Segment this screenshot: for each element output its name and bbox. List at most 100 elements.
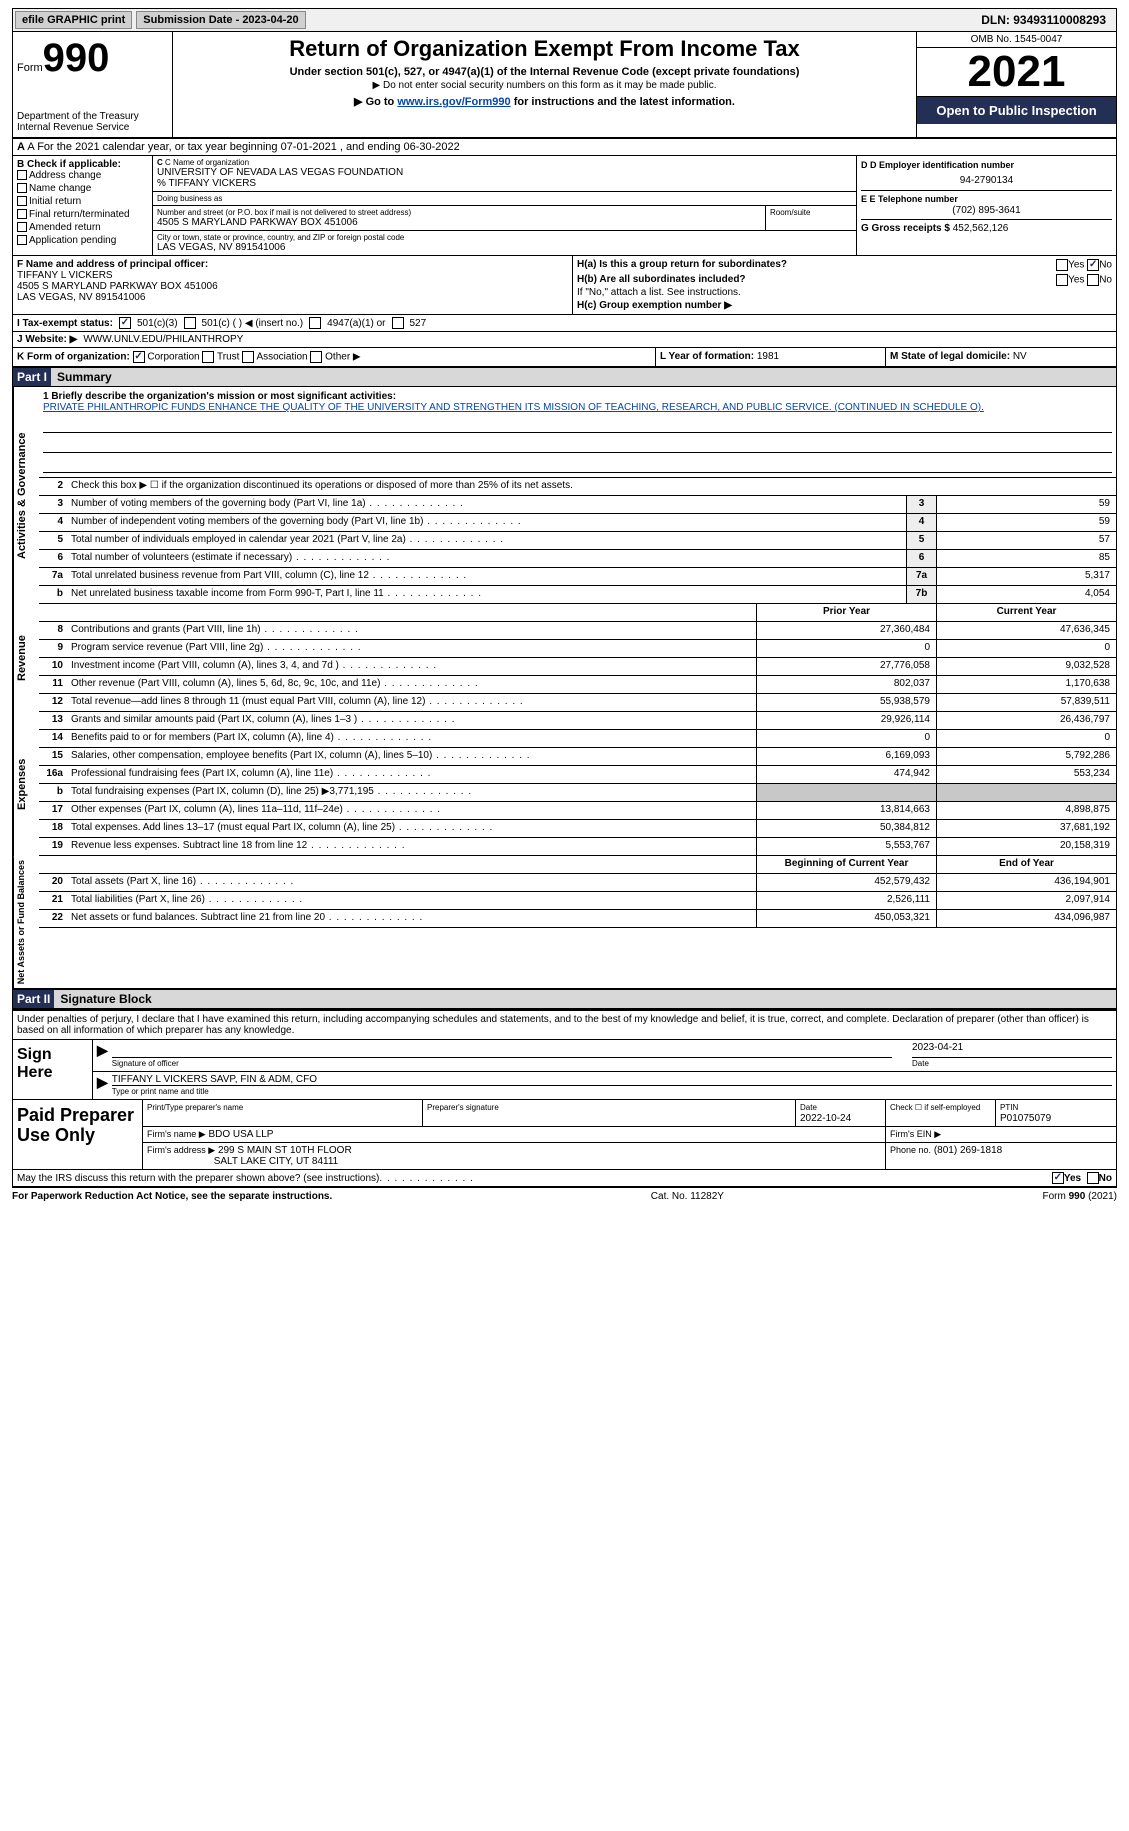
block-b-c-d: B Check if applicable: Address change Na… (12, 156, 1117, 256)
row-k-l-m: K Form of organization: Corporation Trus… (12, 348, 1117, 368)
ha-no[interactable] (1087, 259, 1099, 271)
care-of: % TIFFANY VICKERS (157, 178, 256, 189)
ssn-note: ▶ Do not enter social security numbers o… (179, 80, 910, 91)
summary-revenue: Revenue Prior Year Current Year 8Contrib… (12, 604, 1117, 712)
efile-print-button[interactable]: efile GRAPHIC print (15, 11, 132, 29)
website-note: ▶ Go to www.irs.gov/Form990 for instruct… (179, 95, 910, 108)
ha-yes[interactable] (1056, 259, 1068, 271)
mission-text: PRIVATE PHILANTHROPIC FUNDS ENHANCE THE … (43, 402, 984, 413)
summary-line: 19Revenue less expenses. Subtract line 1… (39, 838, 1116, 856)
preparer-block: Paid Preparer Use Only Print/Type prepar… (12, 1100, 1117, 1170)
chk-address-change[interactable]: Address change (17, 170, 148, 181)
city-value: LAS VEGAS, NV 891541006 (157, 242, 285, 253)
block-f-h: F Name and address of principal officer:… (12, 256, 1117, 315)
chk-initial-return[interactable]: Initial return (17, 196, 148, 207)
summary-activities: Activities & Governance 1 Briefly descri… (12, 387, 1117, 604)
summary-line: bNet unrelated business taxable income f… (39, 586, 1116, 604)
street-value: 4505 S MARYLAND PARKWAY BOX 451006 (157, 217, 358, 228)
row-a-calendar: A A For the 2021 calendar year, or tax y… (12, 139, 1117, 156)
chk-application-pending[interactable]: Application pending (17, 235, 148, 246)
summary-line: 4Number of independent voting members of… (39, 514, 1116, 532)
chk-4947[interactable] (309, 317, 321, 329)
tab-activities: Activities & Governance (13, 387, 39, 604)
summary-line: 17Other expenses (Part IX, column (A), l… (39, 802, 1116, 820)
officer-addr1: 4505 S MARYLAND PARKWAY BOX 451006 (17, 281, 218, 292)
firm-ein-label: Firm's EIN ▶ (890, 1129, 941, 1139)
tel-value: (702) 895-3641 (861, 205, 1112, 216)
org-name: UNIVERSITY OF NEVADA LAS VEGAS FOUNDATIO… (157, 167, 403, 178)
ein-value: 94-2790134 (861, 175, 1112, 186)
declaration-text: Under penalties of perjury, I declare th… (13, 1011, 1116, 1040)
summary-line: 9Program service revenue (Part VIII, lin… (39, 640, 1116, 658)
chk-501c[interactable] (184, 317, 196, 329)
summary-line: 13Grants and similar amounts paid (Part … (39, 712, 1116, 730)
sig-officer-label: Signature of officer (112, 1059, 179, 1068)
prep-date: 2022-10-24 (800, 1113, 851, 1124)
open-inspection: Open to Public Inspection (917, 97, 1116, 124)
chk-527[interactable] (392, 317, 404, 329)
summary-line: 8Contributions and grants (Part VIII, li… (39, 622, 1116, 640)
omb-number: OMB No. 1545-0047 (917, 32, 1116, 48)
dba-label: Doing business as (157, 194, 852, 203)
firm-phone: (801) 269-1818 (934, 1145, 1002, 1156)
footer-mid: Cat. No. 11282Y (651, 1191, 724, 1202)
summary-expenses: Expenses 13Grants and similar amounts pa… (12, 712, 1117, 856)
form-header: Form990 Department of the Treasury Inter… (12, 32, 1117, 139)
chk-association[interactable] (242, 351, 254, 363)
dept-label: Department of the Treasury Internal Reve… (17, 111, 168, 133)
arrow-icon: ▶ (97, 1042, 108, 1069)
type-name-label: Type or print name and title (112, 1087, 209, 1096)
summary-line: 2Check this box ▶ ☐ if the organization … (39, 478, 1116, 496)
chk-other[interactable] (310, 351, 322, 363)
tax-year: 2021 (917, 48, 1116, 97)
discuss-no[interactable] (1087, 1172, 1099, 1184)
preparer-label: Paid Preparer Use Only (13, 1100, 143, 1169)
hb-note: If "No," attach a list. See instructions… (577, 287, 1112, 298)
summary-line: 14Benefits paid to or for members (Part … (39, 730, 1116, 748)
chk-501c3[interactable] (119, 317, 131, 329)
hc-row: H(c) Group exemption number ▶ (577, 300, 1112, 311)
org-name-label: C C Name of organization (157, 158, 852, 167)
tab-revenue: Revenue (13, 604, 39, 712)
irs-link[interactable]: www.irs.gov/Form990 (397, 96, 510, 108)
ptin-value: P01075079 (1000, 1113, 1051, 1124)
form-number: Form990 (17, 36, 168, 81)
summary-line: 10Investment income (Part VIII, column (… (39, 658, 1116, 676)
hb-no[interactable] (1087, 274, 1099, 286)
sign-here-label: Sign Here (13, 1040, 93, 1099)
summary-line: 7aTotal unrelated business revenue from … (39, 568, 1116, 586)
hb-row: H(b) Are all subordinates included? Yes … (577, 274, 1112, 285)
mission-block: 1 Briefly describe the organization's mi… (39, 387, 1116, 478)
footer-right: Form 990 (2021) (1043, 1191, 1117, 1202)
summary-line: 21Total liabilities (Part X, line 26)2,5… (39, 892, 1116, 910)
chk-trust[interactable] (202, 351, 214, 363)
summary-line: bTotal fundraising expenses (Part IX, co… (39, 784, 1116, 802)
chk-name-change[interactable]: Name change (17, 183, 148, 194)
box-b-label: B Check if applicable: (17, 159, 121, 170)
state-domicile: NV (1013, 351, 1027, 362)
form-subtitle: Under section 501(c), 527, or 4947(a)(1)… (179, 66, 910, 78)
chk-corporation[interactable] (133, 351, 145, 363)
tel-label: E E Telephone number (861, 194, 958, 204)
gross-value: 452,562,126 (953, 223, 1009, 234)
officer-addr2: LAS VEGAS, NV 891541006 (17, 292, 145, 303)
self-employed-check[interactable]: Check ☐ if self-employed (890, 1103, 980, 1112)
sig-date-label: Date (912, 1059, 929, 1068)
chk-amended-return[interactable]: Amended return (17, 222, 148, 233)
signature-block: Under penalties of perjury, I declare th… (12, 1009, 1117, 1100)
hb-yes[interactable] (1056, 274, 1068, 286)
page-footer: For Paperwork Reduction Act Notice, see … (12, 1187, 1117, 1205)
dln-label: DLN: 93493110008293 (981, 13, 1114, 27)
submission-date-button[interactable]: Submission Date - 2023-04-20 (136, 11, 305, 29)
chk-final-return[interactable]: Final return/terminated (17, 209, 148, 220)
firm-name: BDO USA LLP (208, 1129, 273, 1140)
officer-name: TIFFANY L VICKERS (17, 270, 113, 281)
discuss-yes[interactable] (1052, 1172, 1064, 1184)
row-i: I Tax-exempt status: 501(c)(3) 501(c) ( … (12, 315, 1117, 332)
summary-line: 20Total assets (Part X, line 16)452,579,… (39, 874, 1116, 892)
street-label: Number and street (or P.O. box if mail i… (157, 208, 761, 217)
tab-expenses: Expenses (13, 712, 39, 856)
summary-netassets: Net Assets or Fund Balances Beginning of… (12, 856, 1117, 990)
ein-label: D D Employer identification number (861, 160, 1014, 170)
part1-header: Part I Summary (12, 368, 1117, 387)
